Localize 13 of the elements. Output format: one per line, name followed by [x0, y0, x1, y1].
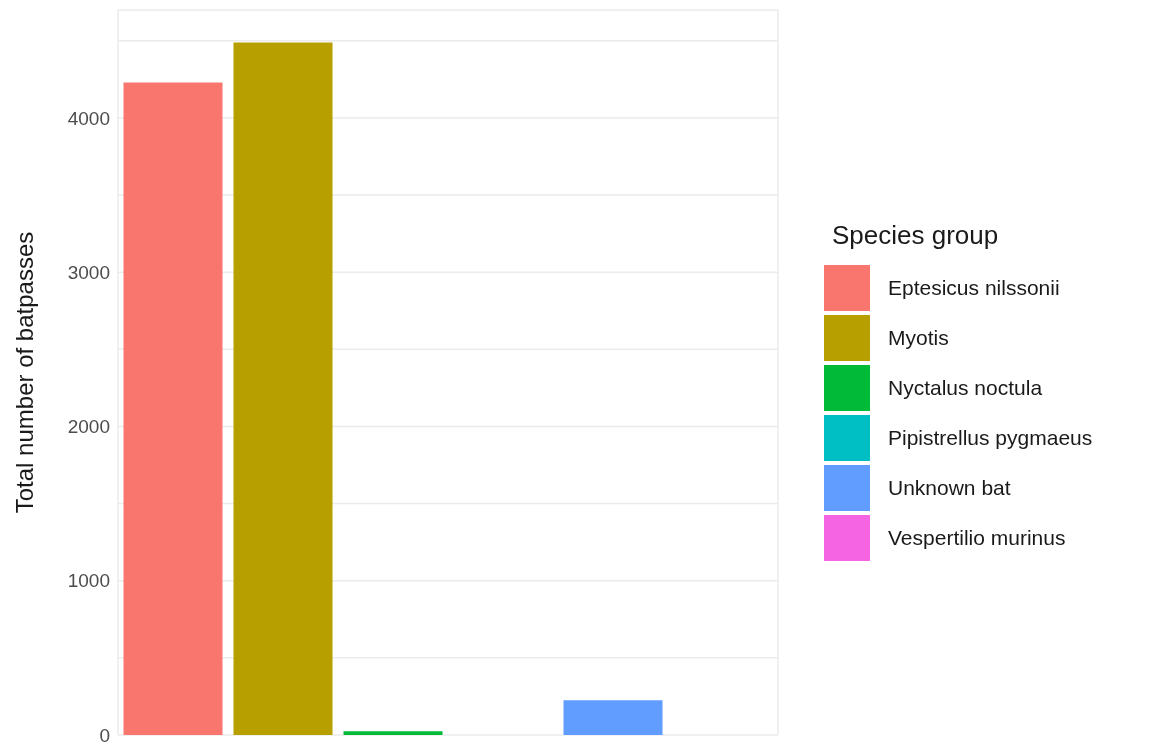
- legend-label: Pipistrellus pygmaeus: [888, 426, 1093, 450]
- y-tick-label: 0: [99, 724, 110, 746]
- y-tick-label: 1000: [67, 570, 110, 592]
- y-tick-label: 3000: [67, 261, 110, 283]
- y-tick-label: 4000: [67, 107, 110, 129]
- y-tick-label: 2000: [67, 416, 110, 438]
- legend-label: Unknown bat: [888, 476, 1011, 500]
- legend-label: Nyctalus noctula: [888, 376, 1043, 400]
- legend-label: Eptesicus nilssonii: [888, 276, 1060, 300]
- y-axis-title: Total number of batpasses: [10, 231, 38, 514]
- legend-title: Species group: [832, 220, 1000, 251]
- legend-label: Myotis: [888, 326, 949, 350]
- legend-label: Vespertilio murinus: [888, 526, 1066, 550]
